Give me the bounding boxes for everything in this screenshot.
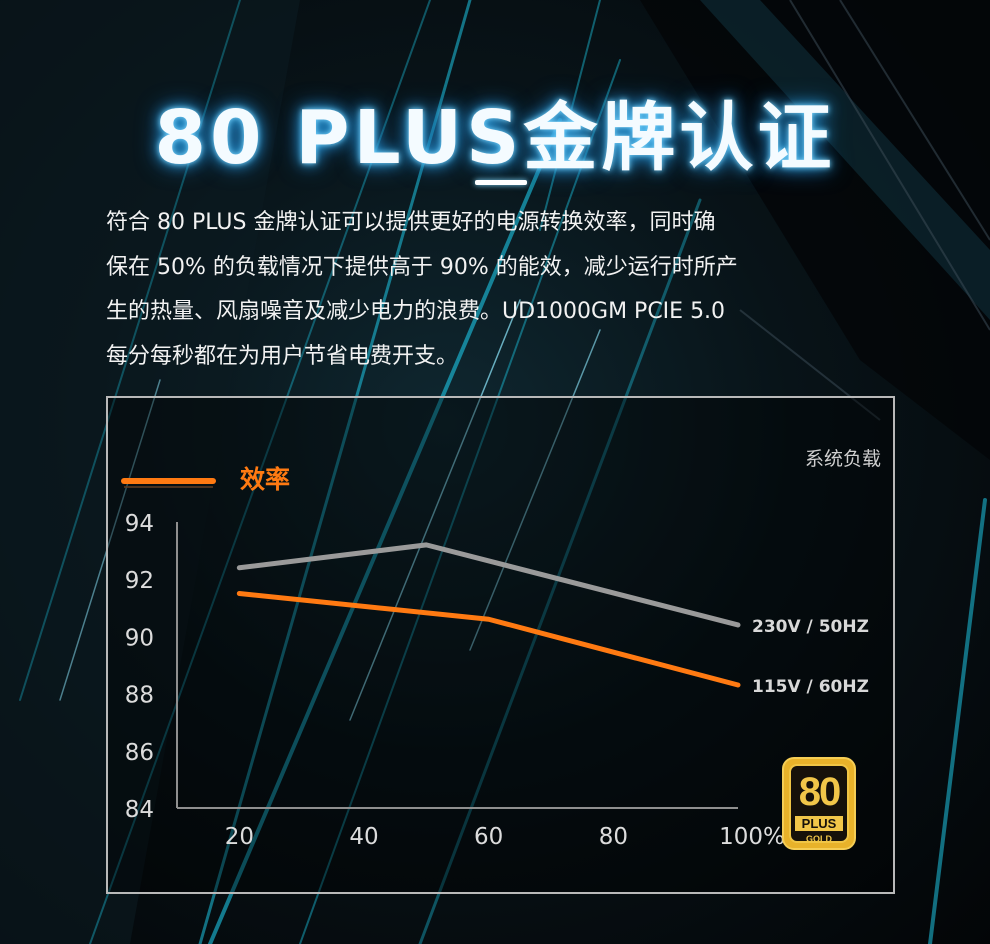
x-tick-label: 80	[599, 824, 628, 850]
chart-series: 230V / 50HZ 115V / 60HZ	[236, 542, 869, 697]
series-line-1	[236, 542, 741, 628]
badge-plus: PLUS	[795, 816, 843, 831]
x-tick-label: 40	[349, 824, 378, 850]
description-line: 符合 80 PLUS 金牌认证可以提供更好的电源转换效率，同时确	[106, 210, 716, 235]
description-line: 保在 50% 的负载情况下提供高于 90% 的能效，减少运行时所产	[106, 254, 738, 280]
y-tick-label: 86	[125, 740, 154, 766]
badge-inner: 80 PLUS GOLD	[789, 764, 849, 844]
legend-title: 效率	[240, 465, 290, 494]
description-line: 生的热量、风扇噪音及减少电力的浪费。UD1000GM PCIE 5.0	[106, 299, 726, 324]
x-tick-label: 60	[474, 824, 503, 850]
description-line: 每分每秒都在为用户节省电费开支。	[106, 343, 459, 369]
y-tick-label: 92	[125, 568, 154, 594]
80plus-gold-badge: 80 PLUS GOLD	[782, 757, 856, 850]
series-label: 230V / 50HZ	[752, 617, 869, 637]
y-axis-ticks: 94 92 90 88 86 84	[125, 511, 154, 823]
x-tick-label: 100%	[719, 824, 785, 850]
x-axis-ticks: 20 40 60 80 100%	[225, 824, 785, 850]
chart-panel	[106, 396, 895, 894]
chart-legend: 效率	[121, 465, 290, 494]
badge-tier: GOLD	[806, 834, 832, 844]
y-tick-label: 94	[125, 511, 154, 537]
series-line-2	[236, 591, 741, 688]
y-tick-label: 88	[125, 683, 154, 709]
y-tick-label: 84	[125, 797, 154, 823]
badge-number: 80	[798, 770, 842, 814]
y-tick-label: 90	[125, 625, 154, 651]
series-label: 115V / 60HZ	[752, 677, 869, 697]
title-underline	[475, 180, 527, 185]
page-title: 80 PLUS金牌认证	[154, 95, 836, 181]
x-tick-label: 20	[225, 824, 254, 850]
description: 符合 80 PLUS 金牌认证可以提供更好的电源转换效率，同时确 保在 50% …	[106, 201, 896, 379]
x-axis-label: 系统负载	[805, 448, 881, 470]
